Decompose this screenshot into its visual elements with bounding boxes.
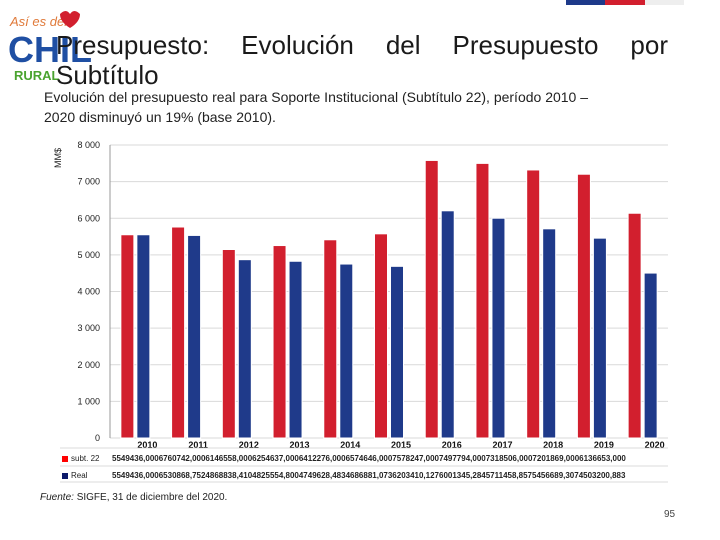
- legend-label: Real: [71, 471, 88, 480]
- legend-item-subt22: subt. 22: [62, 454, 99, 463]
- y-tick-label: 6 000: [77, 213, 100, 223]
- y-tick-label: 1 000: [77, 396, 100, 406]
- bar-real-2016: [440, 210, 455, 439]
- table-row-subt22-values: 5549436,0006760742,0006146558,0006254637…: [112, 454, 626, 463]
- page-title: Presupuesto: Evolución del Presupuesto p…: [56, 30, 668, 60]
- bar-real-2013: [288, 260, 303, 439]
- bar-real-2017: [491, 217, 506, 439]
- x-tick-label: 2013: [290, 440, 310, 450]
- bar-real-2020: [643, 272, 658, 439]
- source-note: Fuente: SIGFE, 31 de diciembre del 2020.: [40, 492, 227, 503]
- chile-rural-logo: Así es del CHILE RURAL: [8, 11, 92, 83]
- logo-text-top: Así es del: [9, 14, 68, 29]
- y-axis-label: MM$: [53, 148, 63, 168]
- x-tick-label: 2014: [340, 440, 360, 450]
- source-text: SIGFE, 31 de diciembre del 2020.: [73, 492, 228, 503]
- y-tick-label: 5 000: [77, 250, 100, 260]
- page-number: 95: [664, 509, 676, 520]
- bar-real-2011: [187, 234, 202, 439]
- legend-item-real: Real: [62, 471, 87, 480]
- x-tick-label: 2010: [137, 440, 157, 450]
- x-tick-label: 2018: [543, 440, 563, 450]
- legend-swatch-red: [62, 455, 68, 462]
- bar-subt22-2016: [424, 159, 439, 439]
- x-tick-label: 2011: [188, 440, 208, 450]
- x-tick-label: 2012: [239, 440, 259, 450]
- bar-real-2010: [136, 234, 151, 439]
- y-tick-label: 7 000: [77, 177, 100, 187]
- x-tick-label: 2017: [492, 440, 512, 450]
- page-title-line2: Subtítulo: [56, 60, 159, 90]
- bar-real-2015: [390, 265, 404, 439]
- legend-label: subt. 22: [71, 454, 100, 463]
- y-tick-label: 0: [95, 433, 100, 443]
- bar-real-2019: [592, 237, 607, 439]
- bar-real-2014: [339, 263, 354, 439]
- bar-real-2018: [542, 228, 557, 439]
- table-row-real-values: 5549436,0006530868,7524868838,4104825554…: [112, 471, 626, 480]
- source-label: Fuente:: [40, 492, 74, 503]
- bar-subt22-2015: [374, 233, 388, 439]
- legend-swatch-blue: [62, 472, 68, 479]
- bar-subt22-2018: [526, 169, 541, 439]
- bar-subt22-2010: [120, 234, 135, 439]
- bar-subt22-2014: [323, 239, 338, 439]
- logo-text-main: CHILE: [8, 29, 92, 70]
- y-tick-label: 8 000: [77, 140, 100, 150]
- bar-subt22-2012: [221, 249, 236, 439]
- y-tick-label: 4 000: [77, 287, 100, 297]
- page-subtitle: Evolución del presupuesto real para Sopo…: [44, 89, 589, 125]
- x-tick-label: 2016: [442, 440, 462, 450]
- y-tick-label: 3 000: [77, 323, 100, 333]
- bar-real-2012: [237, 259, 252, 439]
- bar-subt22-2020: [627, 212, 642, 439]
- top-color-bar: [566, 0, 684, 5]
- x-tick-label: 2020: [645, 440, 665, 450]
- y-tick-label: 2 000: [77, 360, 100, 370]
- x-tick-label: 2015: [391, 440, 411, 450]
- bar-subt22-2017: [475, 162, 490, 439]
- bar-subt22-2013: [272, 245, 287, 439]
- logo-text-bottom: RURAL: [14, 68, 60, 83]
- bar-subt22-2019: [576, 173, 591, 439]
- x-tick-label: 2019: [594, 440, 614, 450]
- bar-subt22-2011: [171, 226, 186, 439]
